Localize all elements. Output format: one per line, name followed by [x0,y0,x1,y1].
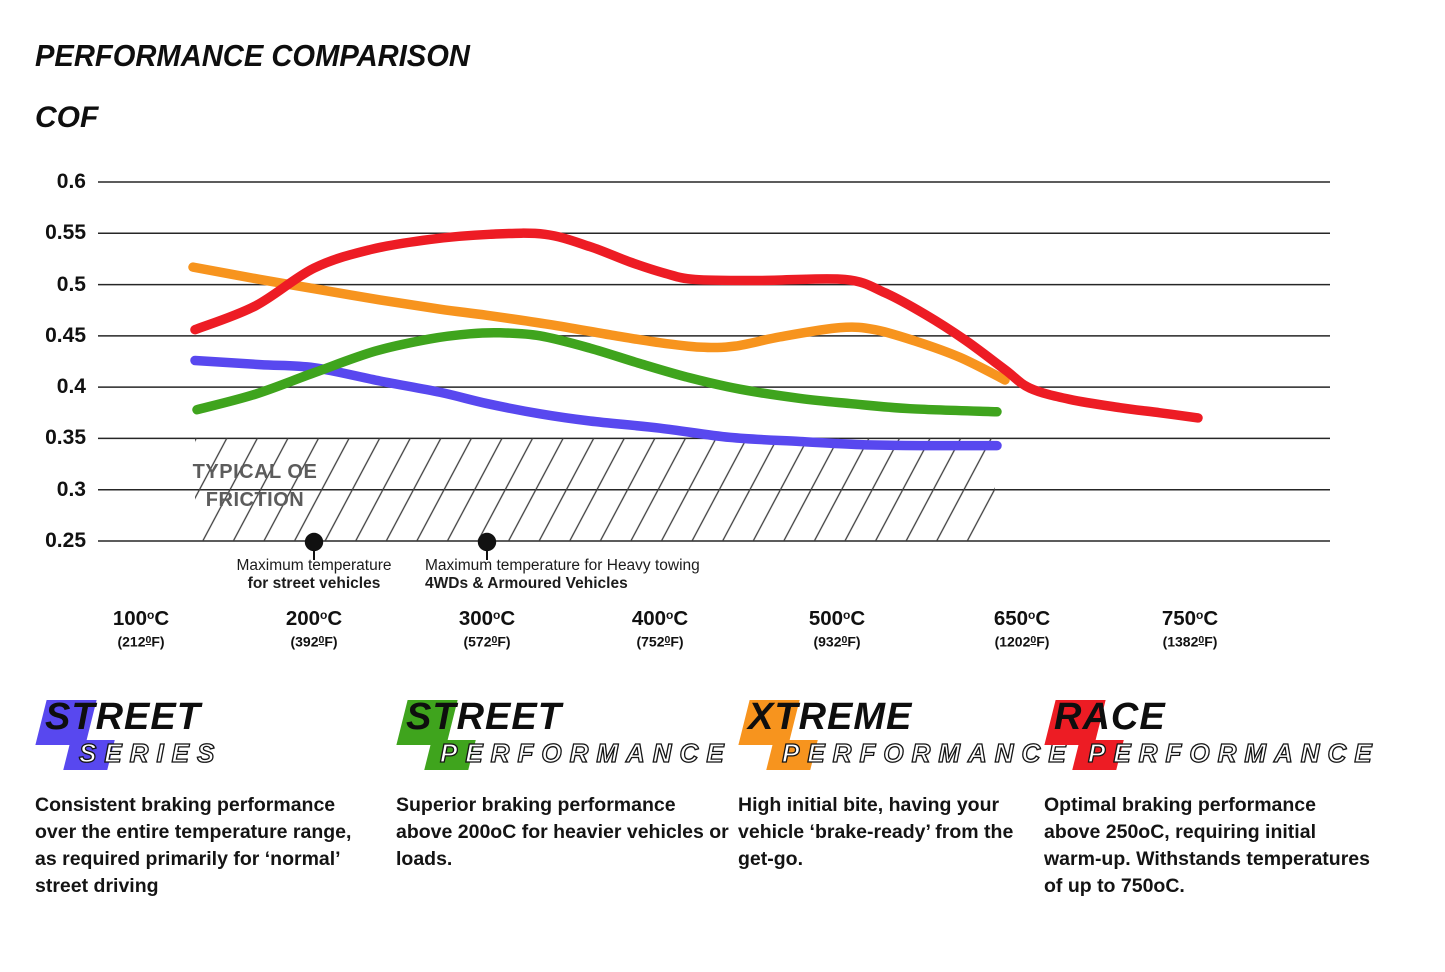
annotation-line: 4WDs & Armoured Vehicles [425,575,628,592]
logo-subword: PERFORMANCE [439,737,732,768]
curve-street-performance [192,327,1002,417]
annotation-line: Maximum temperature for Heavy towing [425,557,700,574]
logo-subword: SERIES [78,737,223,768]
x-tick-750c: 750oC (13820F) [1161,606,1219,650]
typical-oe-friction-zone [195,438,995,541]
temperature-markers [304,532,497,560]
y-tick-label: 0.4 [56,375,86,399]
curve-race-performance [190,228,1203,423]
y-tick-label: 0.3 [56,477,86,501]
annotation-heavy-towing-max-temp: Maximum temperature for Heavy towing 4WD… [425,557,735,593]
y-tick-label: 0.55 [45,221,86,245]
annotation-line: for street vehicles [247,575,381,592]
y-tick-label: 0.25 [45,529,86,552]
x-tick-500c: 500oC (9320F) [808,606,866,650]
x-tick-100c: 100oC (2120F) [112,606,170,650]
street-series-description: Consistent braking performance over the … [35,794,352,897]
street-series-logo: STREET SERIES [35,696,370,778]
race-performance-logo: RACE PERFORMANCE [1044,696,1374,778]
y-tick-label: 0.45 [45,323,86,347]
x-tick-400c: 400oC (7520F) [631,606,689,650]
annotation-line: Maximum temperature [236,557,392,574]
y-tick-label: 0.6 [56,170,86,193]
logo-word: RACE [1054,696,1166,738]
y-axis-title: COF [35,101,99,134]
cof-curves [188,228,1203,451]
legend-xtreme-performance: XTREME PERFORMANCE High initial bite, ha… [738,696,1066,873]
logo-subword: PERFORMANCE [1087,737,1380,768]
marker-dot [304,532,324,552]
typical-oe-friction-label: TYPICAL OE FRICTION [165,458,345,514]
x-tick-200c: 200oC (3920F) [285,606,343,650]
oe-friction-hatch [195,438,995,541]
y-tick-label: 0.35 [45,426,86,450]
oe-label-line1: TYPICAL OE [192,461,318,483]
oe-label-line2: FRICTION [205,489,305,511]
street-performance-logo: STREET PERFORMANCE [396,696,731,778]
x-tick-650c: 650oC (12020F) [993,606,1051,650]
legend-street-series: STREET SERIES Consistent braking perform… [35,696,370,900]
x-tick-300c: 300oC (5720F) [458,606,516,650]
page-title: PERFORMANCE COMPARISON [35,38,470,73]
marker-dot [477,532,497,552]
legend-street-performance: STREET PERFORMANCE Superior braking perf… [396,696,731,873]
street-performance-description: Superior braking performance above 200oC… [396,794,729,870]
y-tick-label: 0.5 [56,272,86,296]
logo-word: STREET [45,696,201,738]
xtreme-performance-logo: XTREME PERFORMANCE [738,696,1066,778]
annotation-street-max-temp: Maximum temperature for street vehicles [204,557,424,593]
legend-race-performance: RACE PERFORMANCE Optimal braking perform… [1044,696,1374,900]
logo-word: STREET [406,696,562,738]
curve-xtreme-performance [188,262,1010,385]
race-performance-description: Optimal braking performance above 250oC,… [1044,794,1370,897]
logo-word: XTREME [748,696,913,738]
logo-subword: PERFORMANCE [781,737,1074,768]
xtreme-performance-description: High initial bite, having your vehicle ‘… [738,794,1014,870]
